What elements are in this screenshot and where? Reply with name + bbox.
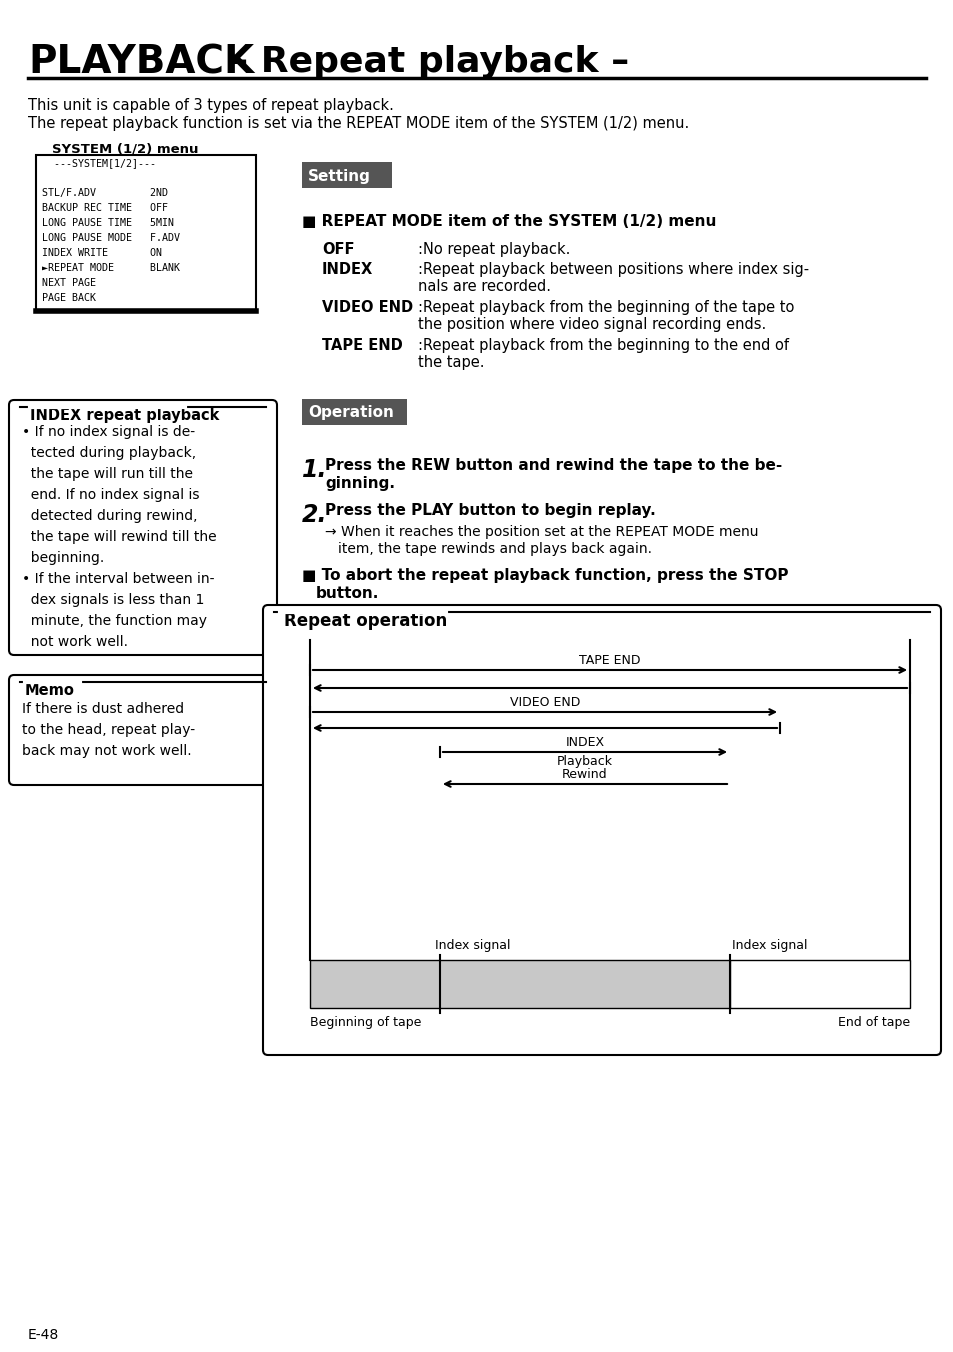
Text: – Repeat playback –: – Repeat playback –: [230, 45, 629, 78]
Text: OFF: OFF: [322, 242, 355, 257]
Text: back may not work well.: back may not work well.: [22, 744, 192, 758]
Text: STL/F.ADV         2ND: STL/F.ADV 2ND: [42, 188, 168, 197]
Bar: [729, 960, 909, 1009]
Text: tected during playback,: tected during playback,: [22, 446, 196, 460]
Text: PLAYBACK: PLAYBACK: [28, 43, 253, 81]
Text: NEXT PAGE: NEXT PAGE: [42, 279, 96, 288]
Text: BACKUP REC TIME   OFF: BACKUP REC TIME OFF: [42, 203, 168, 214]
Text: nals are recorded.: nals are recorded.: [417, 279, 551, 293]
FancyBboxPatch shape: [9, 400, 276, 654]
Text: Press the PLAY button to begin replay.: Press the PLAY button to begin replay.: [325, 503, 655, 518]
Text: • If no index signal is de-: • If no index signal is de-: [22, 425, 195, 439]
Text: → When it reaches the position set at the REPEAT MODE menu: → When it reaches the position set at th…: [325, 525, 758, 539]
Text: E-48: E-48: [28, 1328, 59, 1343]
Text: LONG PAUSE TIME   5MIN: LONG PAUSE TIME 5MIN: [42, 218, 173, 228]
Text: the position where video signal recording ends.: the position where video signal recordin…: [417, 316, 765, 333]
Text: detected during rewind,: detected during rewind,: [22, 508, 197, 523]
Text: Operation: Operation: [308, 406, 394, 420]
Text: :Repeat playback from the beginning of the tape to: :Repeat playback from the beginning of t…: [417, 300, 794, 315]
Text: ►REPEAT MODE      BLANK: ►REPEAT MODE BLANK: [42, 264, 180, 273]
Text: end. If no index signal is: end. If no index signal is: [22, 488, 199, 502]
Text: • If the interval between in-: • If the interval between in-: [22, 572, 214, 585]
Text: Index signal: Index signal: [731, 940, 806, 952]
FancyBboxPatch shape: [263, 604, 940, 1055]
Text: End of tape: End of tape: [837, 1015, 909, 1029]
Text: PAGE BACK: PAGE BACK: [42, 293, 96, 303]
Text: VIDEO END: VIDEO END: [509, 696, 579, 708]
Text: The repeat playback function is set via the REPEAT MODE item of the SYSTEM (1/2): The repeat playback function is set via …: [28, 116, 688, 131]
Text: beginning.: beginning.: [22, 552, 104, 565]
Bar: [302, 162, 392, 188]
Text: :Repeat playback between positions where index sig-: :Repeat playback between positions where…: [417, 262, 808, 277]
Text: ginning.: ginning.: [325, 476, 395, 491]
Text: ---SYSTEM[1/2]---: ---SYSTEM[1/2]---: [42, 158, 156, 168]
FancyBboxPatch shape: [9, 675, 276, 786]
Text: Beginning of tape: Beginning of tape: [310, 1015, 421, 1029]
Text: If there is dust adhered: If there is dust adhered: [22, 702, 184, 717]
Text: INDEX: INDEX: [565, 735, 604, 749]
Text: LONG PAUSE MODE   F.ADV: LONG PAUSE MODE F.ADV: [42, 233, 180, 243]
Text: INDEX: INDEX: [322, 262, 373, 277]
Text: :Repeat playback from the beginning to the end of: :Repeat playback from the beginning to t…: [417, 338, 788, 353]
Text: Repeat operation: Repeat operation: [284, 612, 447, 630]
Bar: [310, 960, 729, 1009]
Text: SYSTEM (1/2) menu: SYSTEM (1/2) menu: [52, 142, 198, 155]
Text: the tape.: the tape.: [417, 356, 484, 370]
Text: ■ To abort the repeat playback function, press the STOP: ■ To abort the repeat playback function,…: [302, 568, 788, 583]
Text: Playback: Playback: [557, 754, 613, 768]
Text: item, the tape rewinds and plays back again.: item, the tape rewinds and plays back ag…: [337, 542, 651, 556]
Text: 1.: 1.: [302, 458, 327, 483]
Text: VIDEO END: VIDEO END: [322, 300, 413, 315]
Text: INDEX repeat playback: INDEX repeat playback: [30, 408, 219, 423]
Text: Press the REW button and rewind the tape to the be-: Press the REW button and rewind the tape…: [325, 458, 781, 473]
Bar: [36, 155, 255, 310]
Text: Setting: Setting: [308, 169, 371, 184]
Text: TAPE END: TAPE END: [578, 654, 640, 667]
Text: TAPE END: TAPE END: [322, 338, 402, 353]
Text: Index signal: Index signal: [435, 940, 510, 952]
Text: not work well.: not work well.: [22, 635, 128, 649]
Bar: [302, 399, 407, 425]
Text: INDEX WRITE       ON: INDEX WRITE ON: [42, 247, 162, 258]
Text: button.: button.: [315, 585, 379, 602]
Text: to the head, repeat play-: to the head, repeat play-: [22, 723, 195, 737]
Text: Memo: Memo: [25, 683, 74, 698]
Text: 2.: 2.: [302, 503, 327, 527]
Text: the tape will rewind till the: the tape will rewind till the: [22, 530, 216, 544]
Text: Rewind: Rewind: [561, 768, 607, 781]
Text: dex signals is less than 1: dex signals is less than 1: [22, 594, 204, 607]
Text: :No repeat playback.: :No repeat playback.: [417, 242, 570, 257]
Text: This unit is capable of 3 types of repeat playback.: This unit is capable of 3 types of repea…: [28, 97, 394, 114]
Text: the tape will run till the: the tape will run till the: [22, 466, 193, 481]
Text: minute, the function may: minute, the function may: [22, 614, 207, 627]
Text: ■ REPEAT MODE item of the SYSTEM (1/2) menu: ■ REPEAT MODE item of the SYSTEM (1/2) m…: [302, 214, 716, 228]
